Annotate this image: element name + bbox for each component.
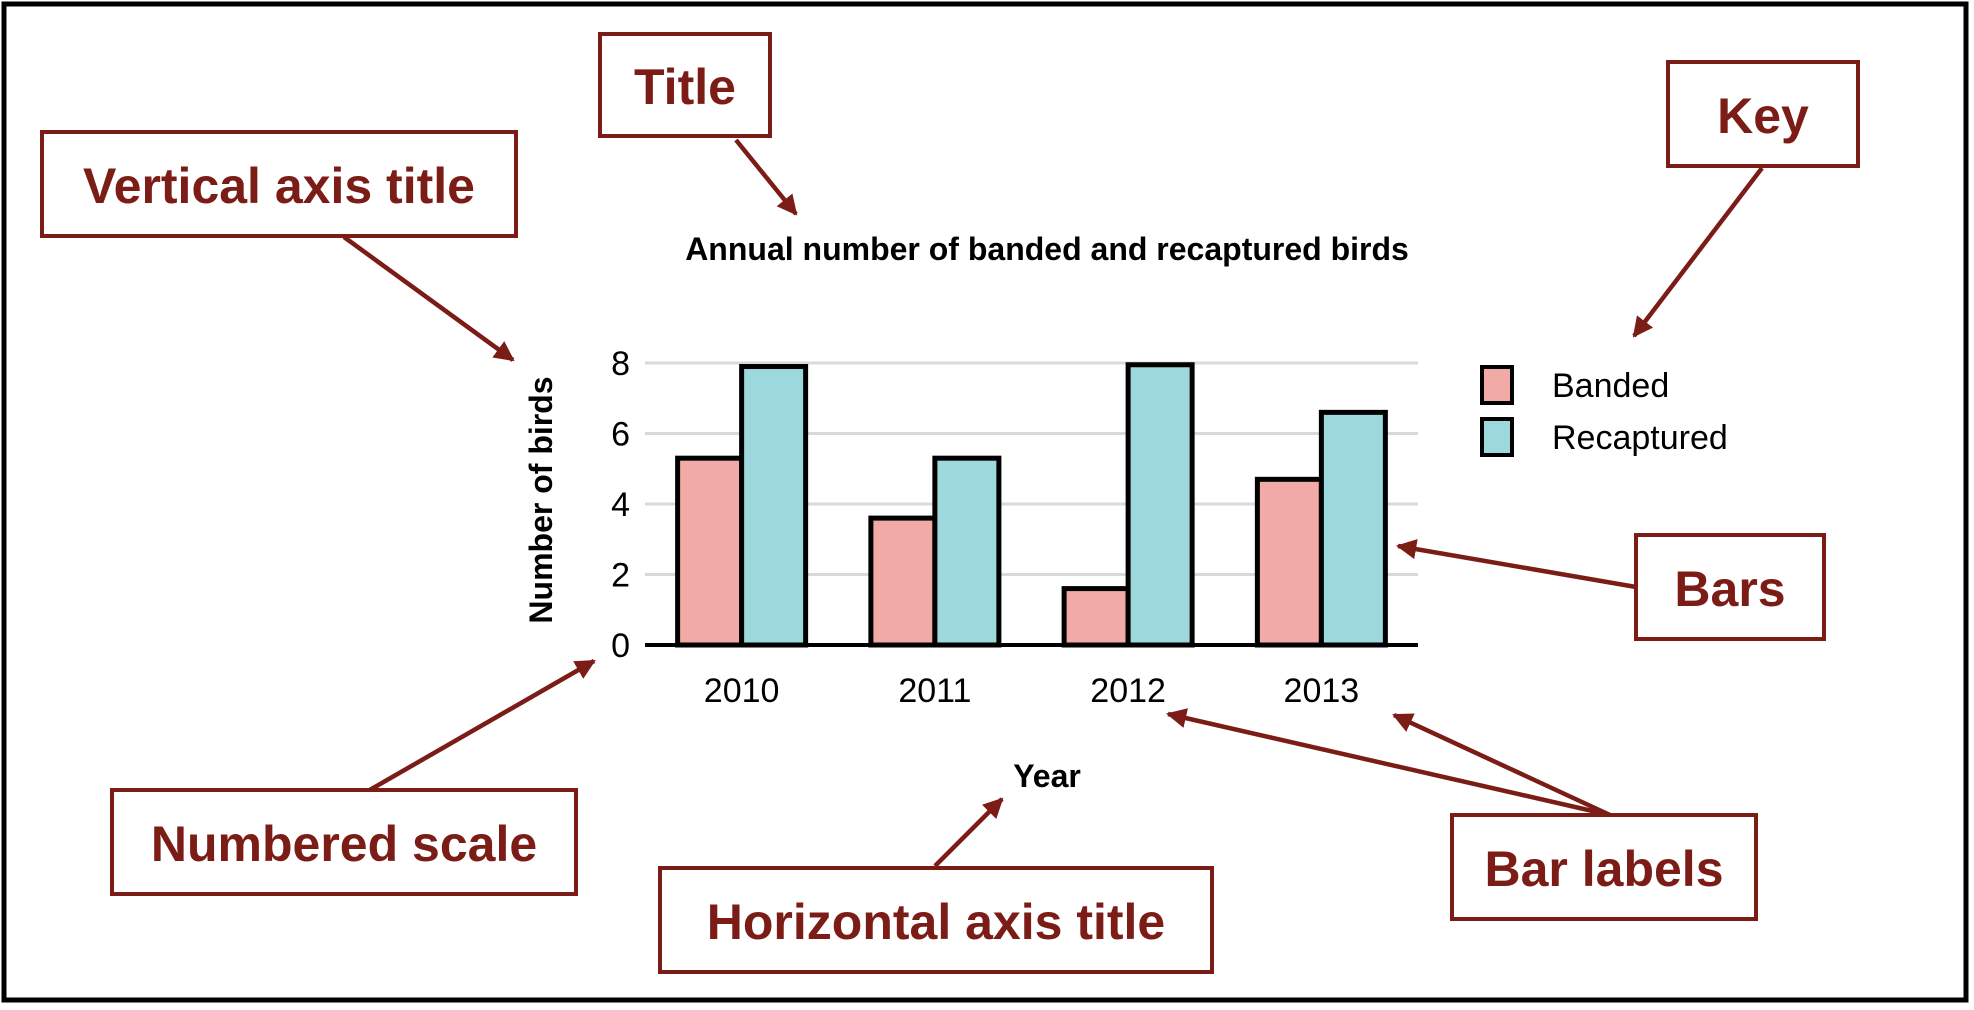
vertical-axis-title-callout-arrow <box>342 235 515 362</box>
chart-title: Annual number of banded and recaptured b… <box>685 231 1409 267</box>
callout-numbered-scale-label: Numbered scale <box>151 816 537 872</box>
x-tick-label: 2010 <box>704 672 780 710</box>
y-axis-title: Number of birds <box>523 376 559 623</box>
y-tick-label: 0 <box>611 627 630 665</box>
bar-recaptured-2010 <box>739 364 809 648</box>
legend-label-banded: Banded <box>1552 367 1669 405</box>
horizontal-axis-title-callout-arrow <box>933 797 1004 868</box>
title-callout-arrow <box>734 138 798 216</box>
callout-title-label: Title <box>634 59 736 115</box>
callout-bars-label: Bars <box>1674 561 1785 617</box>
callout-bar-labels-label: Bar labels <box>1484 841 1723 897</box>
bar-labels-callout-arrow-2012 <box>1166 708 1611 818</box>
bar-banded-2012 <box>1061 586 1131 648</box>
legend-label-recaptured: Recaptured <box>1552 419 1728 457</box>
bar-banded-2013 <box>1254 476 1324 648</box>
bar-recaptured-2013 <box>1318 409 1388 648</box>
bar-recaptured-2012 <box>1125 362 1195 648</box>
legend-swatch-banded <box>1480 365 1514 405</box>
y-tick-label: 2 <box>611 557 630 595</box>
callout-horizontal-axis-title-label: Horizontal axis title <box>707 894 1165 950</box>
y-tick-label: 4 <box>611 486 630 524</box>
legend: Banded Recaptured <box>1480 365 1728 457</box>
x-tick-label: 2012 <box>1090 672 1166 710</box>
bar-banded-2010 <box>675 455 745 648</box>
x-tick-label: 2013 <box>1284 672 1360 710</box>
callout-vertical-axis-title: Vertical axis title <box>40 130 518 238</box>
bar-banded-2011 <box>868 515 938 648</box>
numbered-scale-callout-arrow <box>366 659 596 793</box>
callout-bar-labels: Bar labels <box>1450 813 1758 921</box>
x-tick-label: 2011 <box>898 672 971 710</box>
callout-horizontal-axis-title: Horizontal axis title <box>658 866 1214 974</box>
x-axis-title: Year <box>1013 758 1081 794</box>
y-axis-ticks: 0 2 4 6 8 <box>611 345 630 665</box>
x-axis-ticks: 2010 2011 2012 2013 <box>704 672 1359 710</box>
callout-key-label: Key <box>1717 88 1809 144</box>
bar-recaptured-2011 <box>932 455 1002 648</box>
callout-bars: Bars <box>1634 533 1826 641</box>
bars-callout-arrow <box>1396 539 1637 590</box>
bar-labels-callout-arrow-2013 <box>1392 712 1611 818</box>
y-tick-label: 8 <box>611 345 630 383</box>
callout-key: Key <box>1666 60 1860 168</box>
callout-numbered-scale: Numbered scale <box>110 788 578 896</box>
callout-title: Title <box>598 32 772 138</box>
legend-swatch-recaptured <box>1480 417 1514 457</box>
callout-vertical-axis-title-label: Vertical axis title <box>83 158 475 214</box>
key-callout-arrow <box>1632 166 1764 338</box>
y-tick-label: 6 <box>611 416 630 454</box>
